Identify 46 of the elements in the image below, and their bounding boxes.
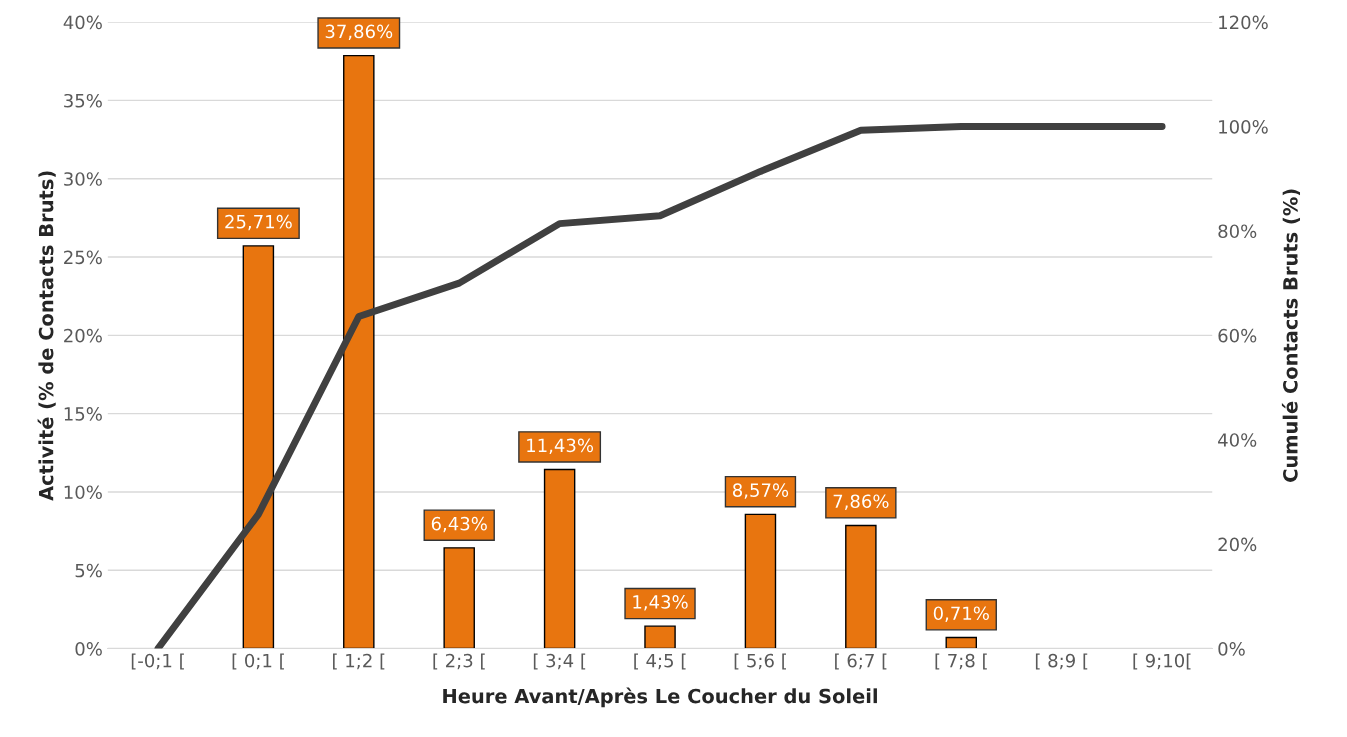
x-tick-label: [ 8;9 [ xyxy=(1035,653,1088,670)
y-axis-title: Activité (% de Contacts Bruts) xyxy=(37,171,56,501)
y2-tick-label: 100% xyxy=(1219,119,1268,134)
x-axis-title: Heure Avant/Après Le Coucher du Soleil xyxy=(443,687,877,708)
x-tick-label: [ 9;10[ xyxy=(1133,653,1191,670)
data-label: 7,86% xyxy=(833,494,889,510)
x-tick-label: [-0;1 [ xyxy=(131,653,184,670)
bar xyxy=(845,524,877,649)
bar xyxy=(644,625,676,649)
x-tick-label: [ 6;7 [ xyxy=(835,653,887,670)
y-tick-label: 0% xyxy=(75,642,102,656)
y-tick-label: 20% xyxy=(64,328,102,343)
data-label: 6,43% xyxy=(431,516,487,533)
y-tick-label: 25% xyxy=(64,250,102,265)
y2-tick-label: 120% xyxy=(1219,15,1268,30)
data-label: 11,43% xyxy=(527,438,594,455)
y2-tick-label: 60% xyxy=(1218,328,1257,343)
bar xyxy=(242,245,275,649)
data-label: 25,71% xyxy=(225,214,292,231)
x-tick-label: [ 0;1 [ xyxy=(232,653,284,670)
data-label: 1,43% xyxy=(633,595,688,611)
y2-tick-label: 80% xyxy=(1218,224,1257,239)
y-tick-label: 15% xyxy=(64,407,102,421)
y-tick-label: 30% xyxy=(64,172,102,186)
y-tick-label: 40% xyxy=(63,15,102,30)
bar xyxy=(443,547,475,649)
y2-tick-label: 40% xyxy=(1218,433,1257,447)
y2-tick-label: 20% xyxy=(1218,537,1257,552)
y-tick-label: 10% xyxy=(64,485,102,500)
y2-tick-label: 0% xyxy=(1218,642,1245,656)
x-tick-label: [ 7;8 [ xyxy=(935,653,987,670)
x-tick-label: [ 4;5 [ xyxy=(634,653,686,670)
bar xyxy=(543,468,576,649)
x-tick-label: [ 1;2 [ xyxy=(333,653,385,670)
bar xyxy=(343,54,375,649)
data-label: 37,86% xyxy=(325,24,393,41)
x-tick-label: [ 3;4 [ xyxy=(533,653,586,670)
data-label: 8,57% xyxy=(732,483,789,499)
bar xyxy=(744,513,777,649)
x-tick-label: [ 2;3 [ xyxy=(433,653,485,670)
x-tick-label: [ 5;6 [ xyxy=(734,653,786,670)
y-tick-label: 5% xyxy=(75,563,102,578)
y2-axis-title: Cumulé Contacts Bruts (%) xyxy=(1281,189,1301,482)
data-label: 0,71% xyxy=(933,606,989,622)
bar xyxy=(945,636,978,649)
y-tick-label: 35% xyxy=(64,93,102,108)
